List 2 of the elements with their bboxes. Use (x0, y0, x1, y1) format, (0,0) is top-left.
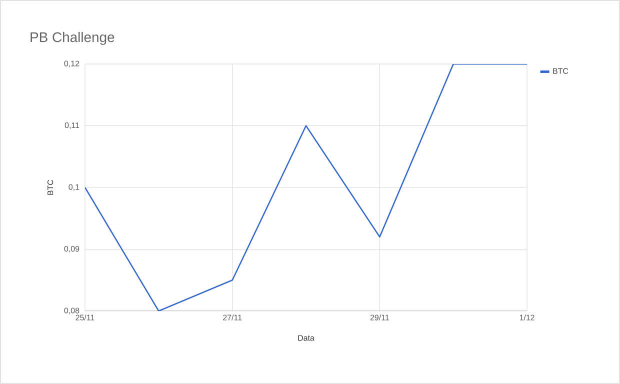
chart-title: PB Challenge (30, 32, 114, 45)
line-series (85, 64, 528, 311)
